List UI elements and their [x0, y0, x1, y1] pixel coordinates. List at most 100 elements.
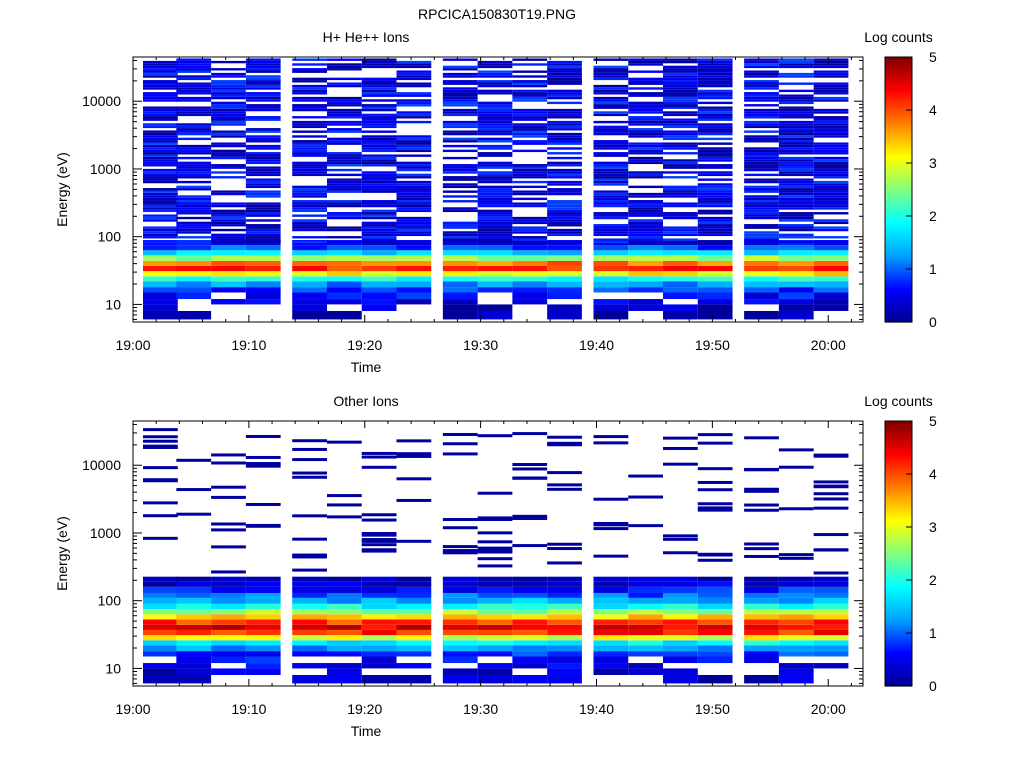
colorbar-segment	[885, 609, 912, 613]
heatmap-cell	[547, 281, 582, 288]
heatmap-cell	[778, 178, 814, 181]
heatmap-cell	[211, 149, 246, 153]
heatmap-cell	[143, 137, 178, 141]
heatmap-cell	[245, 265, 281, 272]
heatmap-cell	[326, 645, 362, 652]
heatmap-cell	[512, 236, 548, 239]
colorbar-segment	[885, 94, 912, 98]
heatmap-cell	[697, 221, 733, 225]
heatmap-cell	[245, 68, 281, 71]
heatmap-cell	[697, 123, 733, 126]
colorbar-segment	[885, 253, 912, 257]
heatmap-cell	[547, 192, 582, 196]
heatmap-cell	[744, 635, 779, 641]
colorbar-segment	[885, 99, 912, 103]
colorbar-segment	[885, 213, 912, 217]
heatmap-cell	[813, 635, 849, 641]
heatmap-cell	[442, 260, 478, 266]
heatmap-cell	[326, 292, 362, 300]
heatmap-cell	[211, 154, 246, 157]
heatmap-cell	[211, 82, 246, 85]
colorbar-segment	[885, 516, 912, 520]
colorbar-segment	[885, 173, 912, 177]
heatmap-cell	[512, 84, 548, 88]
heatmap-cell	[813, 592, 849, 598]
heatmap-cell	[326, 624, 362, 630]
heatmap-cell	[292, 161, 327, 165]
heatmap-cell	[176, 581, 212, 587]
heatmap-cell	[744, 70, 779, 73]
heatmap-cell	[778, 128, 814, 131]
heatmap-cell	[663, 645, 698, 652]
heatmap-cell	[628, 603, 664, 610]
heatmap-cell	[143, 132, 178, 136]
colorbar-segment	[885, 497, 912, 502]
heatmap-cell	[477, 233, 513, 237]
heatmap-cell	[697, 558, 733, 562]
heatmap-cell	[211, 104, 246, 107]
heatmap-cell	[512, 467, 548, 471]
heatmap-cell	[593, 624, 629, 630]
heatmap-cell	[628, 207, 664, 210]
heatmap-cell	[512, 202, 548, 205]
heatmap-cell	[628, 238, 664, 241]
heatmap-cell	[245, 462, 281, 466]
heatmap-cell	[292, 135, 327, 138]
heatmap-cell	[361, 60, 397, 64]
heatmap-cell	[396, 70, 432, 73]
heatmap-cell	[396, 113, 432, 117]
heatmap-cell	[211, 166, 246, 169]
heatmap-cell	[512, 123, 548, 126]
heatmap-cell	[361, 135, 397, 138]
heatmap-cell	[778, 101, 814, 105]
heatmap-cell	[547, 245, 582, 251]
heatmap-cell	[211, 238, 246, 241]
heatmap-cell	[143, 204, 178, 208]
heatmap-cell	[326, 503, 362, 507]
heatmap-cell	[697, 656, 733, 664]
heatmap-cell	[547, 219, 582, 222]
heatmap-cell	[663, 144, 698, 148]
colorbar-frame	[884, 56, 913, 323]
heatmap-cell	[292, 240, 327, 244]
heatmap-cell	[176, 240, 212, 246]
heatmap-cell	[292, 475, 327, 479]
heatmap-cell	[326, 183, 362, 186]
heatmap-cell	[442, 250, 478, 256]
heatmap-cell	[778, 645, 814, 652]
heatmap-cell	[292, 106, 327, 109]
heatmap-cell	[778, 624, 814, 630]
heatmap-cell	[512, 624, 548, 630]
heatmap-cell	[143, 640, 178, 646]
heatmap-cell	[211, 190, 246, 193]
heatmap-cell	[778, 180, 814, 184]
heatmap-cell	[326, 271, 362, 277]
heatmap-cell	[547, 156, 582, 160]
heatmap-cell	[744, 202, 779, 205]
heatmap-cell	[477, 609, 513, 615]
heatmap-cell	[292, 236, 327, 239]
heatmap-cell	[512, 260, 548, 266]
colorbar-segment	[885, 308, 912, 312]
heatmap-cell	[245, 147, 281, 150]
heatmap-cell	[778, 597, 814, 604]
heatmap-cell	[442, 656, 478, 664]
heatmap-cell	[547, 542, 582, 546]
heatmap-cell	[813, 188, 849, 191]
heatmap-cell	[593, 99, 629, 102]
heatmap-cell	[176, 651, 212, 657]
heatmap-cell	[361, 609, 397, 615]
heatmap-cell	[778, 299, 814, 305]
heatmap-cell	[744, 125, 779, 129]
heatmap-cell	[744, 63, 779, 66]
heatmap-cell	[245, 245, 281, 251]
heatmap-cell	[245, 238, 281, 241]
heatmap-cell	[744, 87, 779, 90]
heatmap-cell	[442, 238, 478, 241]
heatmap-cell	[442, 236, 478, 239]
heatmap-cell	[176, 113, 212, 117]
colorbar-segment	[885, 276, 912, 281]
heatmap-cell	[477, 228, 513, 232]
heatmap-cell	[477, 614, 513, 620]
heatmap-cell	[176, 624, 212, 630]
